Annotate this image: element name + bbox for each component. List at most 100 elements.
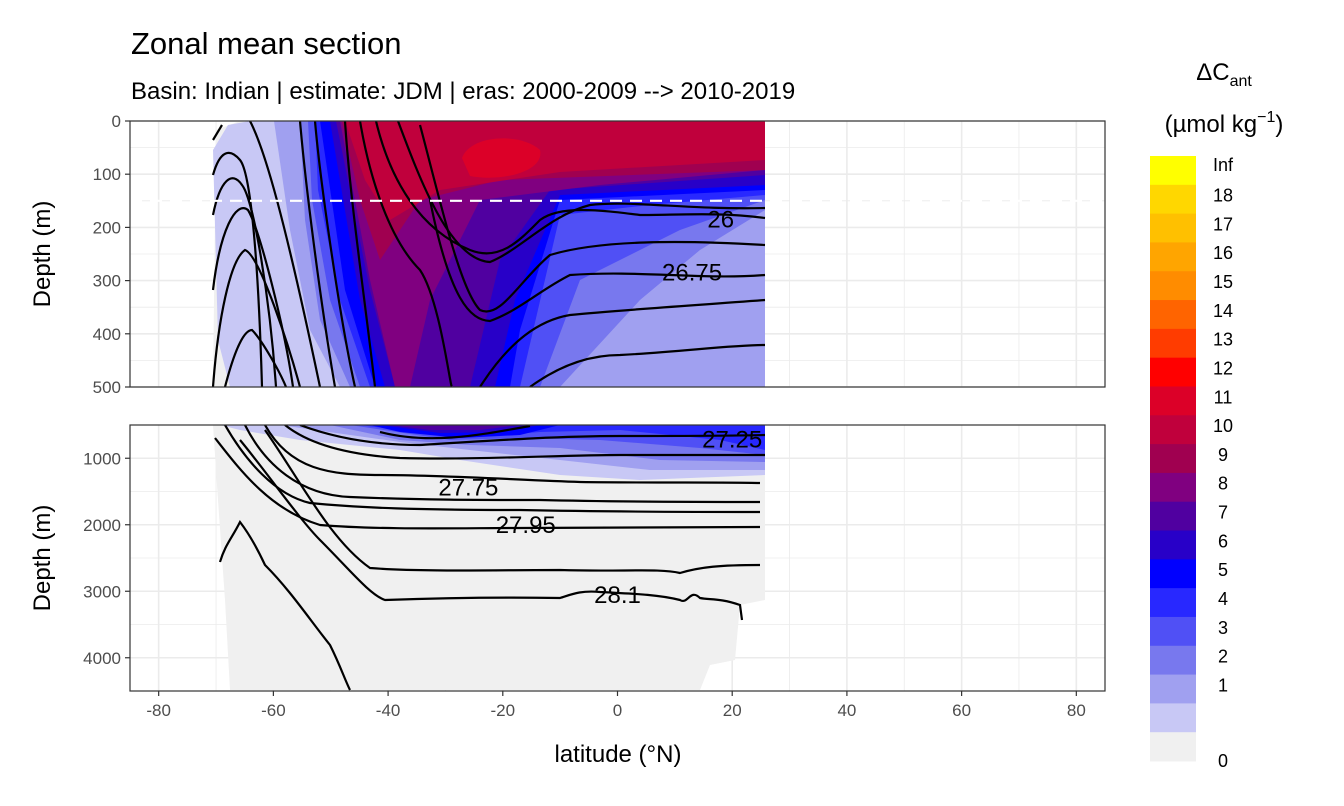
legend-swatch — [1150, 501, 1196, 532]
legend-label: 1 — [1218, 675, 1228, 695]
x-tick-label: 60 — [952, 701, 971, 720]
legend-title: ΔCant — [1196, 59, 1252, 90]
legend-swatch — [1150, 559, 1196, 589]
contour-label: 28.1 — [594, 582, 641, 609]
legend-label: 9 — [1218, 445, 1228, 465]
upper-contours — [211, 121, 766, 387]
upper-field — [130, 121, 1105, 387]
contour-label: 26.75 — [662, 260, 722, 287]
legend-swatch — [1150, 386, 1196, 416]
contour-line — [284, 425, 765, 460]
legend-swatch — [1150, 271, 1196, 301]
legend-swatch — [1150, 530, 1196, 560]
contour-line — [529, 343, 766, 387]
legend-label: 14 — [1213, 301, 1233, 321]
contour-line — [211, 177, 278, 387]
contour-line — [214, 437, 761, 530]
x-tick-label: 40 — [837, 701, 856, 720]
legend-swatch — [1150, 242, 1196, 272]
y-tick-label: 4000 — [83, 649, 121, 668]
lower-y-axis: 1000 2000 3000 4000 — [83, 449, 130, 668]
x-tick-label: 0 — [613, 701, 622, 720]
x-axis-title: latitude (°N) — [555, 741, 682, 768]
upper-y-axis: 0 100 200 300 400 500 — [93, 112, 130, 397]
lower-contours — [214, 425, 766, 691]
upper-contour-labels: 26 26.75 — [662, 206, 734, 286]
color-legend: ΔCant (µmol kg−1) Inf1817161514131211109… — [1150, 59, 1283, 771]
y-tick-label: 3000 — [83, 582, 121, 601]
chart-title: Zonal mean section — [131, 26, 402, 61]
contour-line — [239, 439, 744, 621]
legend-swatch — [1150, 156, 1196, 186]
contour-label: 27.75 — [438, 475, 498, 502]
legend-label: 7 — [1218, 503, 1228, 523]
contour-line — [264, 429, 761, 575]
y-tick-label: 0 — [112, 112, 121, 131]
legend-label: 15 — [1213, 272, 1233, 292]
x-tick-label: -20 — [491, 701, 516, 720]
y-tick-label: 2000 — [83, 516, 121, 535]
legend-swatch — [1150, 703, 1196, 733]
contour-line — [211, 151, 264, 387]
legend-swatches — [1150, 156, 1196, 762]
legend-swatch — [1150, 616, 1196, 647]
upper-panel: 26 26.75 0 100 200 300 400 500 Depth (m) — [29, 112, 1106, 397]
upper-panel-border — [129, 120, 1106, 388]
x-tick-label: -60 — [261, 701, 286, 720]
legend-label: 2 — [1218, 647, 1228, 667]
legend-label: 12 — [1213, 358, 1233, 378]
y-tick-label: 100 — [93, 165, 121, 184]
contour-line — [418, 124, 766, 313]
contour-line — [223, 328, 288, 387]
field-band-8-9 — [390, 425, 520, 430]
contour-line — [358, 121, 454, 387]
x-tick-label: 80 — [1067, 701, 1086, 720]
contour-line — [379, 425, 531, 440]
contour-line — [374, 121, 766, 255]
legend-label: 18 — [1213, 186, 1233, 206]
legend-label: 16 — [1213, 243, 1233, 263]
legend-swatch — [1150, 357, 1196, 387]
contour-line — [396, 121, 766, 264]
legend-label: 4 — [1218, 589, 1228, 609]
lower-field — [213, 425, 766, 691]
contour-line — [428, 199, 766, 323]
legend-swatch — [1150, 588, 1196, 618]
legend-label: 3 — [1218, 618, 1228, 638]
legend-swatch — [1150, 328, 1196, 359]
legend-label: 10 — [1213, 416, 1233, 436]
legend-swatch — [1150, 213, 1196, 243]
y-tick-label: 1000 — [83, 449, 121, 468]
y-tick-label: 200 — [93, 218, 121, 237]
field-band-11-12 — [345, 121, 765, 220]
y-tick-label: 500 — [93, 378, 121, 397]
x-tick-label: -80 — [146, 701, 171, 720]
x-tick-label: -40 — [376, 701, 401, 720]
contour-label: 27.95 — [496, 512, 556, 539]
contour-line — [343, 121, 377, 387]
legend-label: 8 — [1218, 474, 1228, 494]
contour-line — [211, 248, 302, 387]
upper-y-axis-title: Depth (m) — [29, 201, 56, 308]
legend-swatch — [1150, 674, 1196, 704]
contour-line — [479, 298, 766, 387]
x-tick-label: 20 — [723, 701, 742, 720]
y-tick-label: 300 — [93, 272, 121, 291]
contour-line — [264, 425, 761, 485]
chart-subtitle: Basin: Indian | estimate: JDM | eras: 20… — [131, 78, 795, 105]
contour-label: 26 — [707, 206, 734, 233]
legend-label: Inf — [1213, 155, 1234, 175]
legend-label: 17 — [1213, 214, 1233, 234]
legend-unit: (µmol kg−1) — [1165, 109, 1284, 138]
legend-swatch — [1150, 184, 1196, 215]
contour-line — [299, 425, 766, 447]
contour-line — [218, 519, 351, 691]
contour-label: 27.25 — [702, 427, 762, 454]
contour-line — [244, 425, 761, 504]
legend-label: 13 — [1213, 330, 1233, 350]
legend-swatch — [1150, 472, 1196, 503]
legend-swatch — [1150, 732, 1196, 762]
lower-panel: 27.25 27.75 27.95 28.1 1000 2000 3000 4000 Dep… — [29, 424, 1106, 692]
legend-label: 6 — [1218, 531, 1228, 551]
